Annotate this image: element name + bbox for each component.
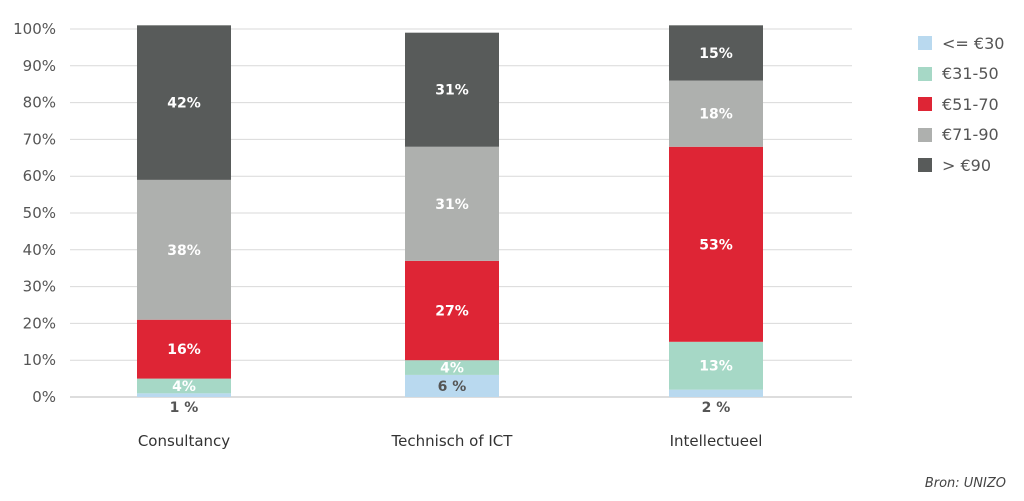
- data-label-1-2: 4%: [172, 379, 196, 395]
- legend-item-4: €71-90: [918, 120, 1004, 151]
- data-label-2-5: 31%: [435, 83, 469, 99]
- legend-item-2: €31-50: [918, 59, 1004, 90]
- stacked-bar-chart: 0% 10% 20% 30% 40% 50% 60% 70% 80% 90% 100% 1 % 4% 16…: [13, 20, 852, 450]
- data-label-2-4: 31%: [435, 197, 469, 213]
- y-tick-label-6: 60%: [23, 167, 56, 185]
- data-label-1-1: 1 %: [170, 400, 199, 416]
- bar-segment-3-5: [669, 25, 763, 81]
- legend-item-1: <= €30: [918, 28, 1004, 59]
- y-tick-label-5: 50%: [23, 204, 56, 222]
- bar-segment-2-1: [405, 374, 499, 397]
- bar-segment-2-2: [405, 360, 499, 375]
- bar-segment-2-3: [405, 260, 499, 361]
- bar-segment-3-3: [669, 146, 763, 342]
- legend-item-5: > €90: [918, 150, 1004, 181]
- data-label-2-1: 6 %: [438, 379, 467, 395]
- y-tick-label-7: 70%: [23, 130, 56, 148]
- y-tick-label-4: 40%: [23, 241, 56, 259]
- bar-segment-3-4: [669, 80, 763, 147]
- y-tick-label-3: 30%: [23, 278, 56, 296]
- data-label-3-5: 15%: [699, 46, 733, 62]
- data-label-1-5: 42%: [167, 96, 201, 112]
- bar-segment-1-3: [137, 319, 231, 379]
- data-label-2-3: 27%: [435, 304, 469, 320]
- data-label-1-3: 16%: [167, 342, 201, 358]
- legend-label-3: €51-70: [942, 94, 999, 114]
- y-tick-label-8: 80%: [23, 94, 56, 112]
- bar-segment-1-4: [137, 179, 231, 320]
- y-tick-label-0: 0%: [32, 388, 56, 406]
- category-label-3: Intellectueel: [670, 432, 763, 450]
- bar-segment-1-5: [137, 25, 231, 180]
- y-tick-label-1: 10%: [23, 351, 56, 369]
- y-tick-label-10: 100%: [13, 20, 56, 38]
- category-label-1: Consultancy: [138, 432, 230, 450]
- legend-swatch-3: [918, 97, 932, 112]
- legend-label-1: <= €30: [942, 33, 1005, 53]
- legend-swatch-4: [918, 127, 932, 142]
- bar-segment-1-2: [137, 378, 231, 394]
- y-tick-label-2: 20%: [23, 314, 56, 332]
- source-note: Bron: UNIZO: [924, 476, 1006, 491]
- legend-label-4: €71-90: [942, 125, 999, 145]
- data-label-3-4: 18%: [699, 107, 733, 123]
- legend-label-5: > €90: [942, 155, 992, 175]
- y-tick-label-9: 90%: [23, 57, 56, 75]
- legend-swatch-1: [918, 36, 932, 51]
- bar-segment-1-1: [137, 393, 231, 397]
- data-label-3-2: 13%: [699, 359, 733, 375]
- legend-label-2: €31-50: [942, 64, 999, 84]
- data-label-3-1: 2 %: [702, 400, 731, 416]
- legend-item-3: €51-70: [918, 89, 1004, 120]
- legend-swatch-5: [918, 158, 932, 173]
- bar-segment-3-2: [669, 341, 763, 390]
- data-label-3-3: 53%: [699, 237, 733, 253]
- legend-swatch-2: [918, 66, 932, 81]
- data-label-1-4: 38%: [167, 243, 201, 259]
- category-label-2: Technisch of ICT: [391, 432, 514, 450]
- legend: <= €30 €31-50 €51-70 €71-90 > €90: [918, 28, 1004, 181]
- bar-segment-3-1: [669, 389, 763, 397]
- bar-segment-2-4: [405, 146, 499, 261]
- bar-segment-2-5: [405, 32, 499, 147]
- data-label-2-2: 4%: [440, 361, 464, 377]
